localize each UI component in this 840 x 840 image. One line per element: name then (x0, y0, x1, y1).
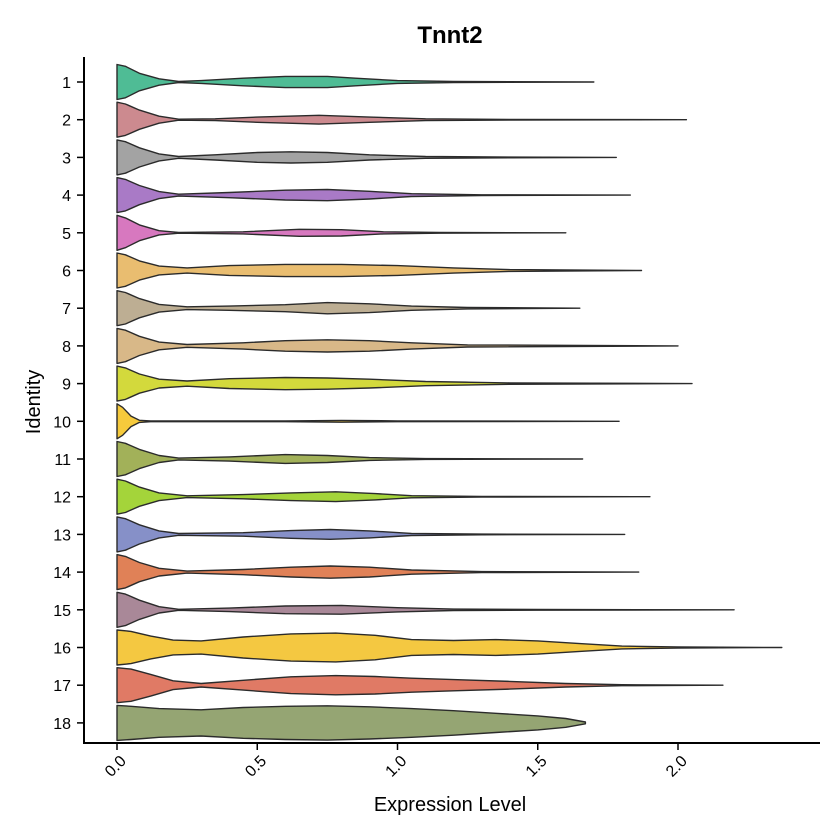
y-tick-label-14: 14 (53, 565, 71, 582)
violin-3 (116, 139, 617, 176)
y-tick-label-17: 17 (53, 678, 71, 695)
violin-12 (116, 478, 651, 515)
y-tick-label-16: 16 (53, 641, 71, 658)
x-tick-label-1.0: 1.0 (383, 753, 411, 781)
violin-8 (116, 327, 679, 365)
y-tick-label-10: 10 (53, 414, 71, 431)
y-tick-label-11: 11 (54, 452, 71, 469)
violin-1 (116, 63, 595, 101)
violins-group (116, 63, 783, 742)
x-tick-label-1.5: 1.5 (523, 753, 551, 781)
y-tick-label-4: 4 (62, 188, 71, 205)
y-tick-label-8: 8 (62, 339, 71, 356)
violin-9 (116, 365, 693, 402)
y-tick-label-3: 3 (62, 150, 71, 167)
violin-6 (116, 252, 643, 289)
y-tick-label-2: 2 (62, 113, 71, 130)
violin-7 (116, 290, 581, 327)
y-tick-label-6: 6 (62, 264, 71, 281)
violin-5 (116, 214, 567, 251)
y-tick-label-12: 12 (53, 490, 71, 507)
violin-17 (116, 667, 724, 704)
violin-18 (116, 704, 587, 742)
y-tick-label-13: 13 (53, 527, 71, 544)
violin-15 (116, 591, 735, 628)
y-tick-label-5: 5 (62, 226, 71, 243)
y-tick-label-18: 18 (53, 716, 71, 733)
y-tick-label-1: 1 (62, 75, 71, 92)
x-tick-label-0.5: 0.5 (242, 753, 270, 781)
violin-2 (116, 101, 688, 138)
y-tick-label-9: 9 (62, 377, 71, 394)
violin-10 (116, 403, 620, 440)
y-tick-label-7: 7 (62, 301, 71, 318)
x-tick-label-0.0: 0.0 (102, 753, 130, 781)
violin-11 (116, 440, 584, 478)
x-tick-label-2.0: 2.0 (663, 753, 691, 781)
violin-16 (116, 629, 783, 666)
x-axis-label: Expression Level (374, 794, 526, 816)
y-tick-label-15: 15 (53, 603, 71, 620)
y-axis-label: Identity (23, 370, 45, 434)
violin-4 (116, 176, 631, 214)
chart-title: Tnnt2 (417, 22, 482, 49)
violin-13 (116, 516, 626, 553)
violin-14 (116, 553, 640, 591)
x-axis-ticks: 0.0 0.5 1.0 1.5 2.0 (102, 743, 691, 781)
